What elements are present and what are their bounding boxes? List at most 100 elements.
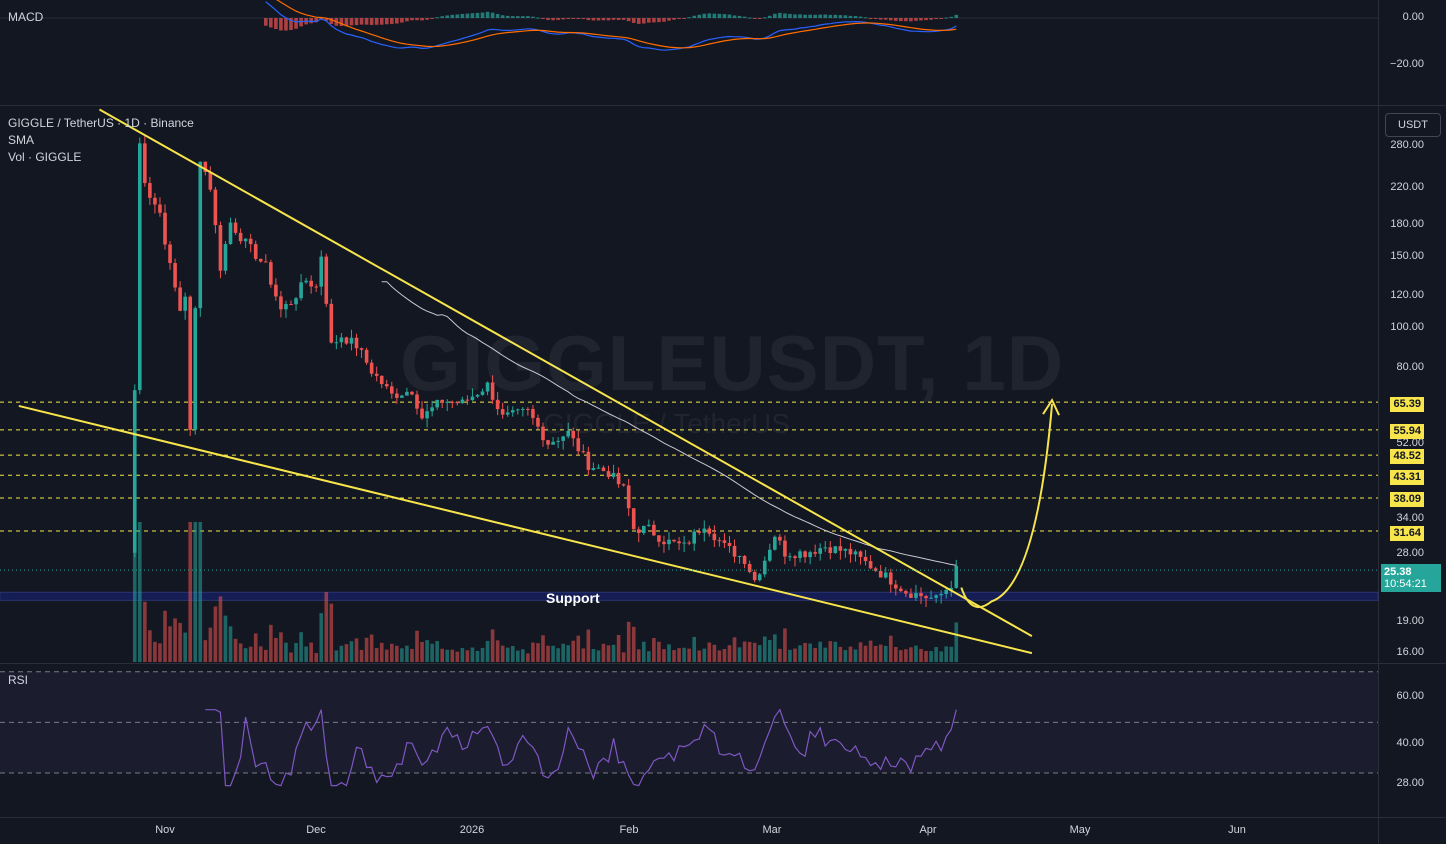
volume-bar	[773, 634, 777, 662]
candle-body	[596, 467, 601, 469]
bar-countdown: 10:54:21	[1384, 578, 1427, 590]
sma-indicator-label[interactable]: SMA	[8, 133, 35, 147]
projection-arrow	[960, 404, 1054, 609]
candle-body	[606, 471, 611, 477]
candle-body	[460, 399, 465, 404]
volume-bar	[248, 646, 253, 662]
volume-bar	[153, 641, 157, 662]
volume-bar	[626, 621, 631, 662]
candle-body	[687, 542, 691, 544]
volume-bar	[405, 645, 409, 662]
macd-histogram-bar	[495, 13, 500, 18]
macd-histogram-bar	[596, 18, 601, 21]
candle-body	[440, 399, 444, 403]
volume-indicator-label[interactable]: Vol · GIGGLE	[8, 150, 82, 164]
candle-body	[143, 143, 147, 184]
macd-histogram-bar	[536, 17, 540, 19]
candle-body	[561, 436, 565, 441]
candle-body	[485, 382, 490, 392]
candle-body	[203, 161, 208, 172]
volume-bar	[269, 624, 273, 662]
price-axis-label: 100.00	[1390, 321, 1424, 333]
candle-body	[571, 430, 576, 439]
candle-body	[299, 282, 303, 299]
candle-body	[576, 438, 581, 452]
macd-histogram-bar	[425, 18, 429, 20]
candle-body	[309, 280, 313, 287]
candle-body	[778, 536, 782, 541]
macd-histogram-bar	[662, 18, 666, 22]
candle-body	[541, 426, 545, 441]
candle-body	[863, 556, 868, 562]
volume-bar	[667, 644, 671, 662]
candle-body	[954, 565, 959, 588]
volume-bar	[838, 646, 843, 662]
level-tag: 31.64	[1390, 526, 1424, 541]
candle-body	[163, 212, 167, 245]
macd-histogram-bar	[450, 14, 455, 18]
volume-bar	[762, 636, 767, 662]
macd-histogram-bar	[828, 14, 833, 18]
macd-histogram-bar	[924, 18, 928, 21]
candle-body	[359, 348, 364, 350]
volume-bar	[395, 645, 399, 662]
volume-bar	[737, 647, 742, 662]
macd-histogram-bar	[914, 18, 918, 21]
volume-bar	[843, 650, 848, 662]
candle-body	[647, 524, 651, 526]
macd-histogram-bar	[339, 18, 344, 27]
macd-histogram-bar	[621, 18, 626, 20]
macd-histogram-bar	[284, 18, 288, 31]
candle-body	[420, 408, 424, 419]
price-axis-bg	[1378, 0, 1446, 844]
volume-bar	[742, 641, 747, 662]
level-tag: 55.94	[1390, 424, 1424, 439]
volume-bar	[647, 651, 651, 662]
macd-histogram-bar	[717, 13, 722, 18]
volume-bar	[914, 645, 918, 662]
volume-bar	[611, 644, 616, 662]
macd-histogram-bar	[344, 18, 349, 27]
volume-bar	[218, 596, 223, 662]
volume-bar	[284, 642, 288, 662]
candle-body	[697, 531, 702, 533]
volume-bar	[752, 642, 757, 662]
candle-body	[415, 394, 419, 409]
candle-body	[828, 547, 833, 554]
macd-histogram-bar	[516, 16, 520, 18]
volume-bar	[712, 644, 717, 662]
candle-body	[173, 263, 177, 288]
candle-body	[198, 161, 203, 309]
currency-button[interactable]: USDT	[1385, 113, 1441, 137]
price-axis-label: 80.00	[1396, 361, 1424, 373]
volume-bar	[364, 637, 369, 662]
volume-bar	[672, 650, 676, 662]
volume-bar	[616, 635, 621, 662]
volume-bar	[400, 648, 404, 662]
macd-histogram-bar	[455, 14, 460, 18]
macd-histogram-bar	[773, 13, 777, 18]
volume-bar	[480, 647, 485, 662]
candle-body	[284, 304, 288, 310]
macd-histogram-bar	[783, 13, 787, 18]
volume-bar	[894, 646, 898, 662]
macd-histogram-bar	[430, 18, 434, 19]
macd-histogram-bar	[868, 18, 873, 19]
candle-body	[944, 589, 948, 594]
volume-bar	[546, 645, 550, 662]
volume-bar	[919, 648, 923, 662]
volume-bar	[909, 647, 913, 662]
macd-histogram-bar	[768, 15, 772, 18]
macd-histogram-bar	[571, 18, 576, 19]
time-axis-label: Nov	[155, 824, 175, 836]
macd-histogram-bar	[490, 12, 495, 18]
volume-bar	[873, 645, 878, 662]
volume-bar	[823, 647, 828, 662]
volume-bar	[304, 646, 308, 662]
candle-body	[324, 256, 329, 304]
candle-body	[833, 546, 838, 554]
candle-body	[425, 411, 429, 419]
candle-body	[747, 563, 752, 572]
price-axis-label: 180.00	[1390, 218, 1424, 230]
